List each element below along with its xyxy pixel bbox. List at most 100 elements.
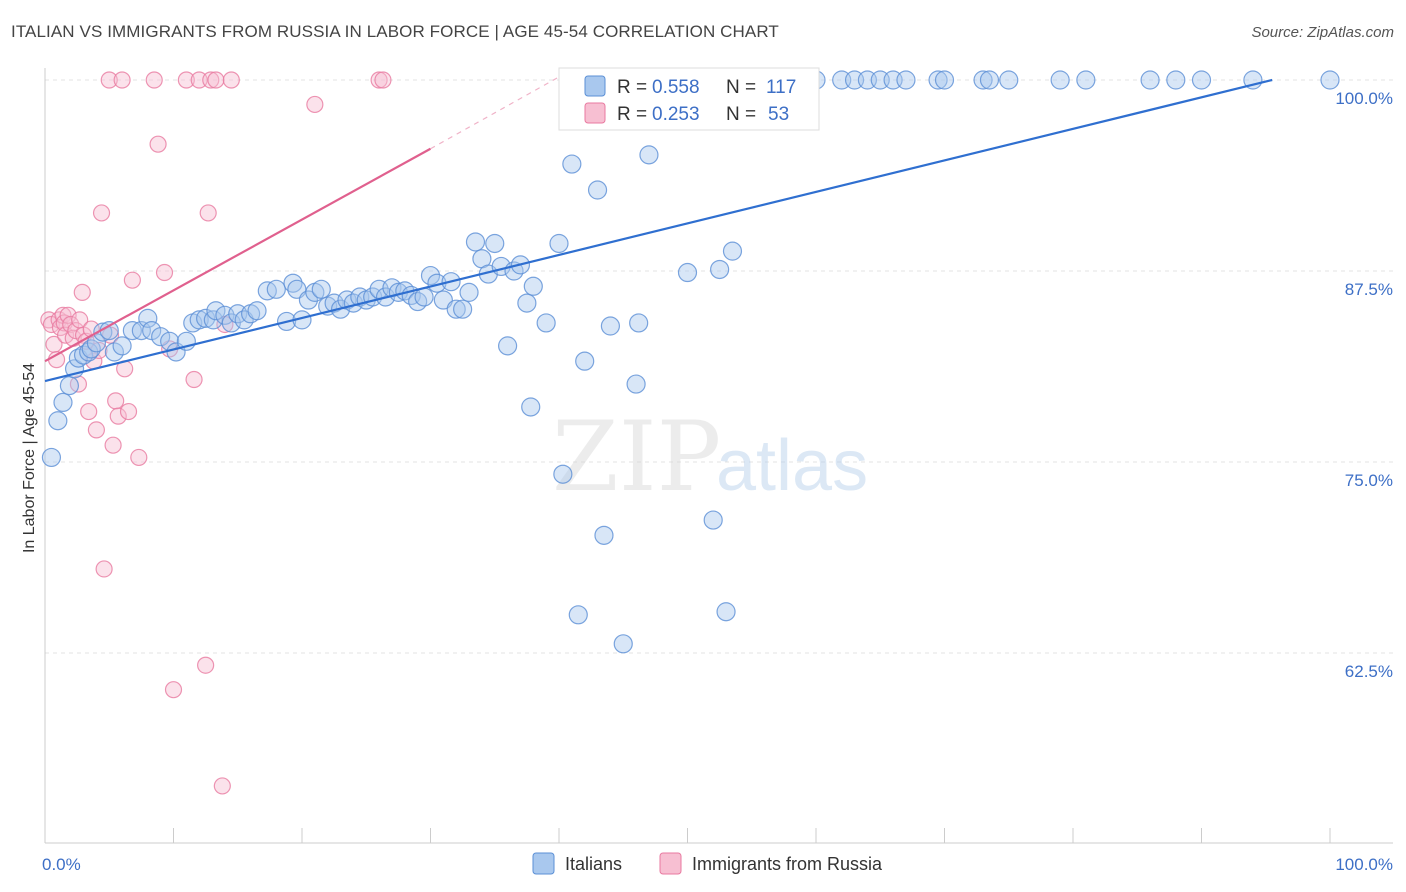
italians-point	[459, 282, 479, 302]
italians-point	[311, 279, 331, 299]
legend-russia-swatch	[584, 102, 606, 124]
italians-point	[999, 70, 1019, 90]
legend-box: R = 0.558 N = 117 R = 0.253 N = 53	[558, 67, 820, 131]
russia-point	[123, 271, 141, 289]
italians-point	[53, 392, 73, 413]
russia-point	[87, 421, 106, 439]
russia-point	[100, 71, 118, 89]
italians-point	[594, 525, 614, 545]
x-tick-100: 100.0%	[1335, 855, 1393, 874]
watermark-atlas: atlas	[716, 426, 868, 506]
italians-point	[722, 241, 743, 261]
italians-point	[613, 634, 633, 654]
russia-point	[185, 370, 203, 389]
italians-point	[629, 313, 649, 333]
russia-trendline-extension	[430, 76, 560, 150]
italians-point	[549, 233, 569, 254]
russia-point	[202, 71, 220, 89]
legend-russia-n: 53	[768, 104, 789, 125]
russia-point	[95, 560, 113, 578]
italians-point	[247, 301, 267, 321]
italians-point	[59, 376, 80, 396]
y-tick-87-5: 87.5%	[1345, 280, 1393, 299]
italians-point	[151, 327, 171, 347]
italians-point	[138, 308, 158, 328]
bottom-legend-italians-swatch	[532, 852, 555, 875]
italians-point	[896, 70, 916, 90]
italians-point	[517, 293, 537, 313]
italians-point	[485, 233, 505, 254]
italians-point	[1140, 70, 1160, 90]
russia-point	[155, 263, 174, 282]
italians-point	[553, 464, 573, 484]
italians-point	[703, 510, 723, 530]
italians-point	[587, 180, 608, 200]
italians-point	[523, 276, 543, 296]
italians-point	[1076, 70, 1096, 90]
russia-point	[306, 95, 324, 114]
legend-italians-r-label: R =	[617, 77, 647, 98]
italians-point	[677, 262, 698, 283]
italians-point	[99, 320, 119, 341]
russia-point	[207, 71, 225, 89]
russia-point	[197, 656, 215, 674]
y-axis-label: In Labor Force | Age 45-54	[21, 363, 38, 553]
x-tick-0: 0.0%	[42, 855, 81, 874]
italians-point	[536, 313, 556, 333]
italians-point	[196, 308, 216, 328]
italians-point	[446, 299, 466, 319]
russia-trendline	[44, 147, 432, 363]
italians-point	[562, 154, 582, 174]
italians-trendline	[44, 78, 1273, 383]
italians-point	[521, 397, 541, 417]
russia-point	[370, 71, 388, 89]
italians-point	[568, 605, 588, 625]
italians-point	[81, 339, 101, 359]
watermark: ZIP atlas	[552, 401, 868, 513]
russia-point	[73, 283, 91, 301]
russia-point	[199, 204, 217, 222]
italians-point	[131, 320, 151, 341]
legend-russia-n-label: N =	[726, 104, 756, 125]
russia-point	[80, 402, 98, 421]
italians-point	[73, 345, 94, 365]
italians-point	[112, 336, 132, 356]
russia-point	[109, 407, 127, 425]
italians-point	[1050, 70, 1070, 90]
russia-point	[104, 436, 122, 454]
italians-point	[189, 310, 209, 330]
russia-point	[222, 71, 240, 89]
legend-italians-swatch	[584, 75, 606, 97]
legend-russia-r: 0.253	[652, 104, 700, 125]
russia-point	[145, 71, 163, 89]
italians-points	[41, 70, 1340, 654]
italians-point	[298, 290, 319, 310]
russia-point	[130, 448, 148, 467]
italians-point	[979, 70, 1000, 90]
italians-point	[465, 232, 486, 252]
legend-russia-r-label: R =	[617, 104, 647, 125]
bottom-legend-russia-swatch	[659, 852, 682, 875]
italians-point	[639, 145, 659, 165]
bottom-legend: Italians Immigrants from Russia	[532, 852, 883, 875]
italians-point	[266, 279, 286, 299]
italians-point	[41, 447, 62, 468]
italians-point	[1320, 70, 1340, 90]
italians-point	[973, 70, 993, 90]
russia-point	[113, 71, 131, 89]
italians-point	[928, 70, 948, 90]
y-tick-100: 100.0%	[1335, 89, 1393, 108]
y-tick-75: 75.0%	[1345, 471, 1393, 490]
bottom-legend-russia: Immigrants from Russia	[692, 854, 883, 874]
russia-point	[119, 402, 138, 421]
italians-point	[1191, 70, 1212, 90]
trendlines	[44, 76, 1273, 383]
russia-point	[149, 135, 167, 153]
legend-italians-n: 117	[766, 77, 796, 98]
italians-point	[420, 265, 441, 286]
russia-point	[374, 71, 392, 89]
russia-point	[177, 71, 195, 89]
russia-point	[107, 392, 125, 410]
italians-point	[104, 342, 124, 362]
